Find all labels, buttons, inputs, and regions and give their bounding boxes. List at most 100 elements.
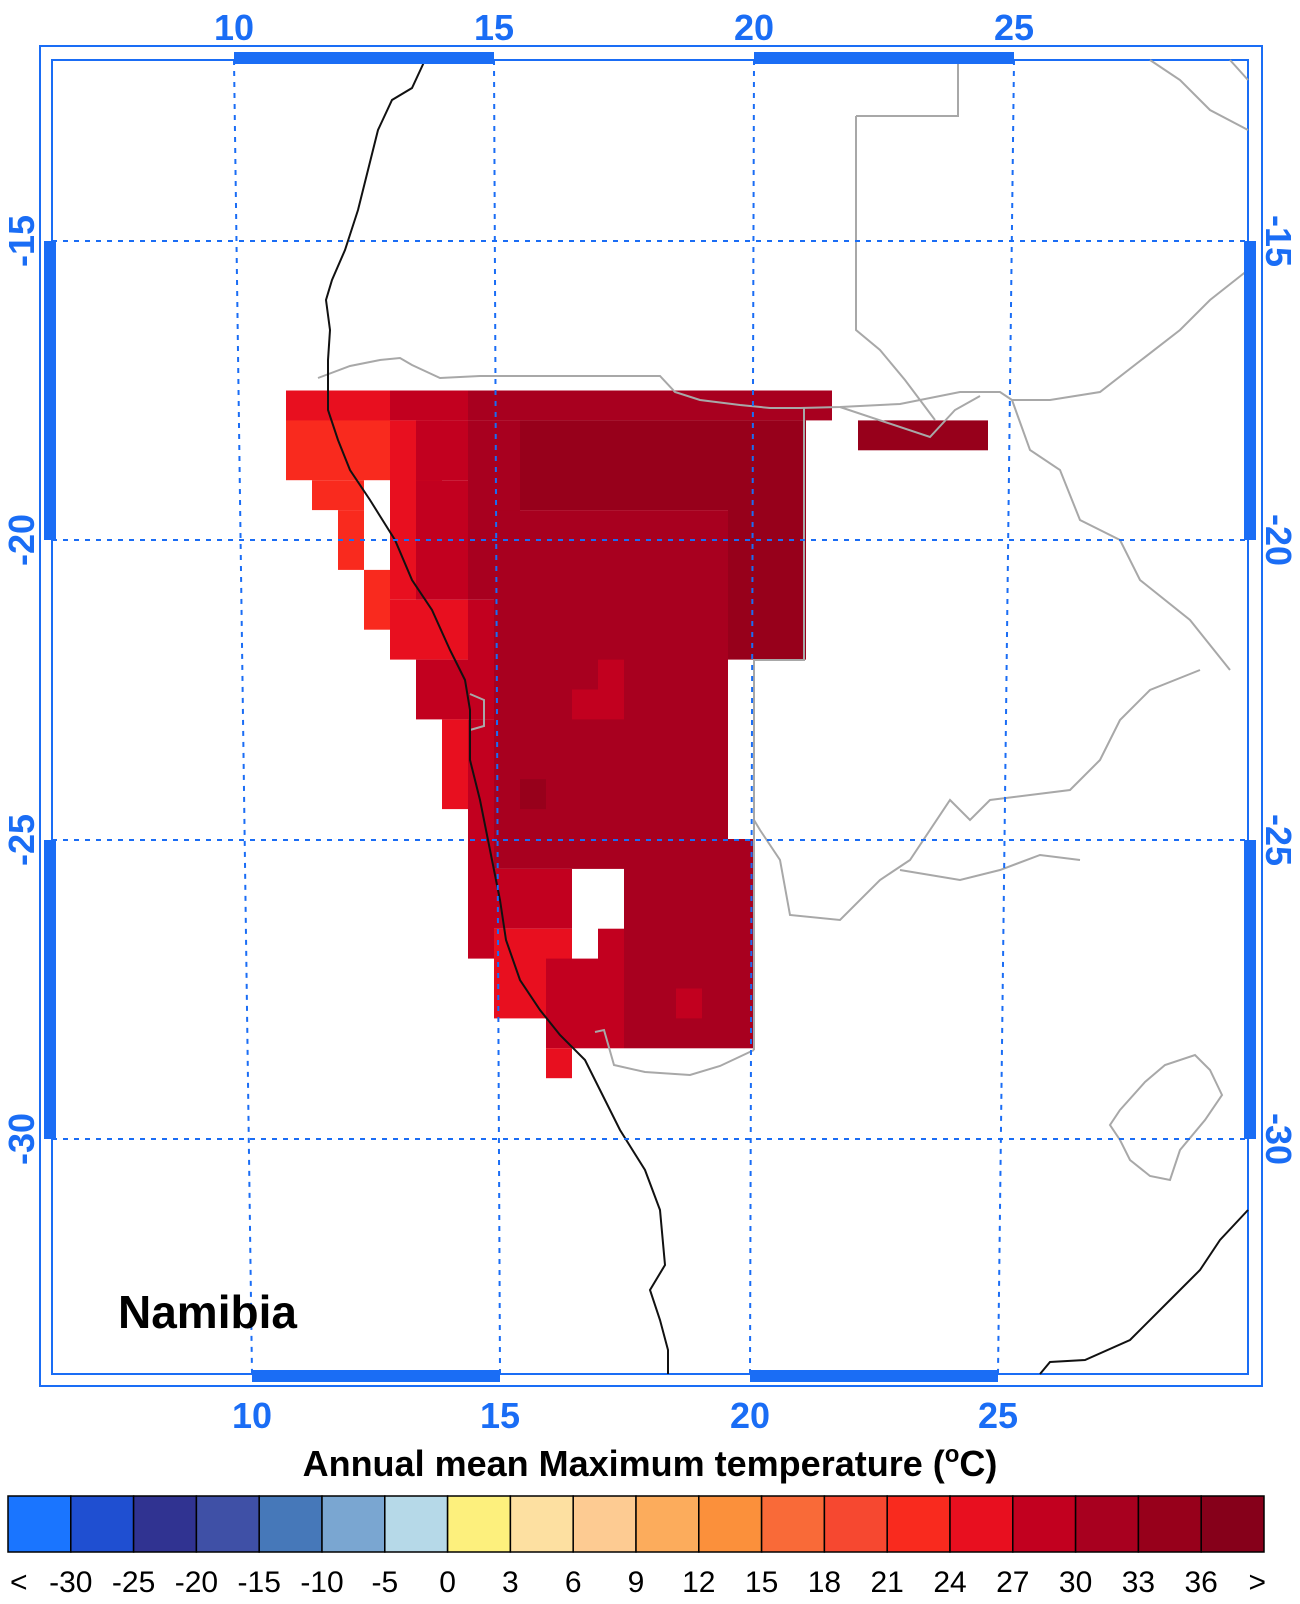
bottom-tick-20: 20 (730, 1395, 770, 1436)
right-axis-bar-1 (1244, 241, 1256, 540)
angola-zambia-border (855, 60, 959, 421)
colorbar-swatch-13 (823, 1495, 888, 1553)
caprivi-east (1012, 269, 1249, 401)
right-tick-m20: -20 (1258, 514, 1299, 566)
left-tick-m20: -20 (1, 514, 42, 566)
bottom-tick-10: 10 (232, 1395, 272, 1436)
bottom-axis-bar-1 (252, 1370, 500, 1382)
colorbar-label-18: 33 (1122, 1566, 1155, 1599)
temperature-cell-30 (598, 928, 624, 1049)
temperature-cell-6 (364, 569, 390, 630)
colorbar-swatch-7 (446, 1495, 512, 1553)
temperature-cell-9 (416, 420, 468, 481)
colorbar-label-0: < (10, 1566, 28, 1599)
colorbar (7, 1495, 1265, 1553)
botswana-namibia-border (753, 408, 805, 1050)
temperature-cell-11 (520, 420, 728, 511)
colorbar-swatch-12 (760, 1495, 826, 1553)
temperature-cell-1 (390, 390, 468, 421)
temperature-cell-20 (468, 719, 494, 839)
colorbar-swatch-0 (7, 1495, 72, 1553)
colorbar-swatch-1 (70, 1495, 135, 1553)
colorbar-label-12: 15 (745, 1566, 778, 1599)
right-tick-m30: -30 (1258, 1113, 1299, 1165)
colorbar-label-7: 0 (439, 1566, 456, 1599)
colorbar-swatch-5 (321, 1495, 386, 1553)
colorbar-label-10: 9 (628, 1566, 645, 1599)
colorbar-swatch-4 (258, 1495, 323, 1553)
botswana-east-border (753, 399, 1231, 922)
temperature-cell-29 (546, 1048, 572, 1079)
colorbar-swatch-16 (1012, 1495, 1077, 1553)
left-tick-m25: -25 (1, 814, 42, 866)
colorbar-label-13: 18 (808, 1566, 841, 1599)
grid-lon-25 (997, 59, 1015, 1375)
colorbar-swatch-6 (384, 1495, 449, 1553)
left-tick-m15: -15 (1, 215, 42, 267)
colorbar-swatch-15 (949, 1495, 1014, 1553)
top-axis-bar-2 (754, 52, 1014, 64)
colorbar-labels: < -30 -25 -20 -15 -10 -5 0 3 6 9 12 15 18 21 24 27 30 33 36… (10, 1566, 1266, 1599)
colorbar-swatch-10 (635, 1495, 700, 1553)
left-axis-bar-2 (44, 840, 56, 1139)
colorbar-swatch-11 (698, 1495, 763, 1553)
colorbar-swatch-9 (572, 1495, 637, 1553)
walvis-bay-enclave (469, 693, 485, 731)
colorbar-swatch-19 (1200, 1495, 1265, 1553)
angola-namibia-border (317, 356, 1013, 409)
temperature-cell-3 (286, 420, 390, 481)
map-outer-frame (39, 45, 1263, 1387)
top-tick-labels: 10 15 20 25 (214, 7, 1034, 48)
colorbar-title-unit: C) (959, 1443, 997, 1484)
lesotho-border (1108, 1053, 1224, 1182)
temperature-cell-25 (468, 839, 494, 959)
bottom-tick-15: 15 (480, 1395, 520, 1436)
colorbar-label-3: -20 (175, 1566, 218, 1599)
south-coast (1039, 1209, 1249, 1375)
temperature-cell-16 (390, 599, 468, 660)
left-axis-bar-1 (44, 241, 56, 540)
bottom-tick-labels: 10 15 20 25 (232, 1395, 1018, 1436)
top-tick-10: 10 (214, 7, 254, 48)
temperature-cell-18 (442, 719, 468, 810)
bottom-axis-bar-2 (750, 1370, 998, 1382)
right-tick-m25: -25 (1258, 814, 1299, 866)
top-tick-25: 25 (994, 7, 1034, 48)
graticule (52, 59, 1248, 1375)
axis-bars (44, 52, 1256, 1382)
colorbar-swatch-18 (1137, 1495, 1202, 1553)
coastline (324, 59, 669, 1374)
colorbar-label-20: > (1248, 1566, 1266, 1599)
temperature-cell-24 (598, 659, 624, 690)
zambia-zimbabwe-north (1149, 59, 1249, 131)
country-borders (317, 59, 1249, 1182)
colorbar-label-15: 24 (933, 1566, 966, 1599)
colorbar-label-17: 30 (1059, 1566, 1092, 1599)
temperature-cell-28 (546, 958, 598, 1049)
left-tick-labels: -15 -20 -25 -30 (1, 215, 42, 1165)
colorbar-label-11: 12 (682, 1566, 715, 1599)
right-tick-labels: -15 -20 -25 -30 (1258, 215, 1299, 1165)
orange-river-border (594, 1028, 755, 1077)
colorbar-label-19: 36 (1185, 1566, 1218, 1599)
top-tick-20: 20 (734, 7, 774, 48)
colorbar-label-1: -30 (49, 1566, 92, 1599)
colorbar-label-9: 6 (565, 1566, 582, 1599)
zambia-border (839, 395, 981, 439)
colorbar-swatch-14 (886, 1495, 951, 1553)
colorbar-label-8: 3 (502, 1566, 519, 1599)
colorbar-label-16: 27 (996, 1566, 1029, 1599)
grid-lon-10 (233, 59, 253, 1375)
colorbar-title-main: Annual mean Maximum temperature ( (303, 1443, 945, 1484)
colorbar-swatch-8 (509, 1495, 574, 1553)
colorbar-swatch-2 (132, 1495, 198, 1553)
colorbar-swatch-17 (1074, 1495, 1140, 1553)
colorbar-swatch-3 (195, 1495, 260, 1553)
temperature-cell-8 (390, 540, 416, 600)
map-inner-frame (51, 59, 1249, 1375)
region-label: Namibia (118, 1286, 297, 1338)
temperature-cell-26 (494, 868, 572, 929)
colorbar-label-4: -15 (238, 1566, 281, 1599)
colorbar-title-sup: o (945, 1441, 960, 1468)
